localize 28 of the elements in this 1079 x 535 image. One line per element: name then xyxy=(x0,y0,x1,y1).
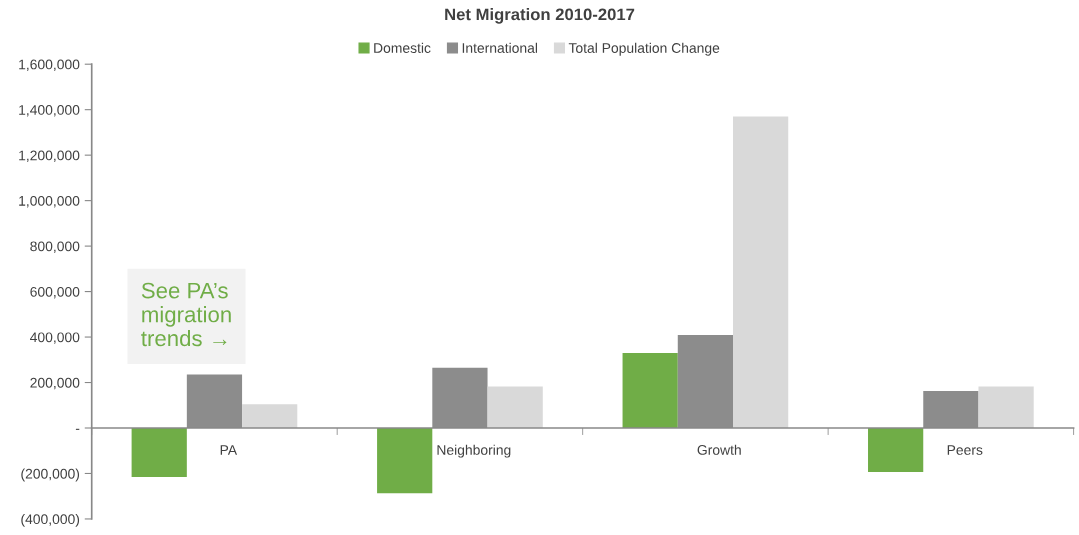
legend-label: Total Population Change xyxy=(568,42,720,56)
y-tick-label: 1,400,000 xyxy=(19,105,80,117)
y-tick-label: (200,000) xyxy=(21,468,80,482)
bar xyxy=(622,352,678,428)
bar xyxy=(868,428,924,472)
y-tick-label: 600,000 xyxy=(30,286,80,299)
x-tick-label: PA xyxy=(220,445,238,455)
x-tick-label: Peers xyxy=(947,445,983,455)
y-tick-label: 1,000,000 xyxy=(19,195,80,208)
y-tick-label: 1,600,000 xyxy=(19,59,80,72)
y-tick-label: 800,000 xyxy=(30,241,80,253)
y-tick-label: (400,000) xyxy=(21,513,80,527)
bar xyxy=(978,386,1034,428)
bar xyxy=(733,116,789,428)
y-tick-label: 400,000 xyxy=(30,332,80,344)
y-tick-label: - xyxy=(75,428,80,430)
bar xyxy=(377,428,433,494)
y-tick-label: 200,000 xyxy=(30,377,80,390)
annotation: See PA’s migration trends → xyxy=(141,282,231,347)
legend-label: International xyxy=(462,42,538,53)
y-tick-label: 1,200,000 xyxy=(19,150,80,162)
legend-label: Domestic xyxy=(374,42,431,53)
chart-title: Net Migration 2010-2017 xyxy=(445,8,635,24)
x-tick-label: Neighboring xyxy=(437,444,511,458)
bar xyxy=(131,428,187,477)
x-tick-label: Growth xyxy=(697,444,741,455)
bar xyxy=(242,404,298,428)
bar xyxy=(487,386,543,428)
